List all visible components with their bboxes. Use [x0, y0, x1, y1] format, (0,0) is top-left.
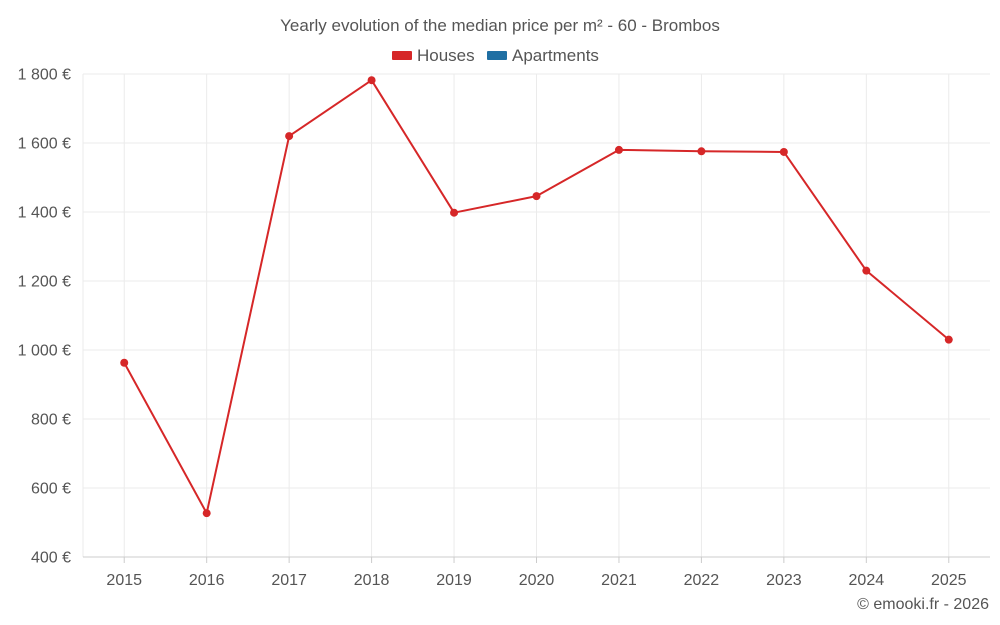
houses-point-2017[interactable]	[285, 132, 294, 141]
legend-item-apartments[interactable]: Apartments	[487, 46, 599, 65]
houses-point-2021[interactable]	[614, 145, 623, 154]
x-tick-label: 2015	[106, 572, 142, 589]
legend-label-houses: Houses	[417, 46, 475, 65]
houses-point-2022[interactable]	[697, 147, 706, 156]
x-tick-label: 2024	[849, 572, 885, 589]
y-tick-label: 1 800 €	[18, 67, 71, 84]
x-tick-label: 2022	[684, 572, 720, 589]
x-tick-label: 2025	[931, 572, 967, 589]
houses-point-2024[interactable]	[862, 266, 871, 275]
houses-point-2015[interactable]	[120, 358, 129, 367]
y-tick-label: 400 €	[31, 550, 71, 567]
houses-point-2016[interactable]	[202, 509, 211, 518]
y-tick-label: 600 €	[31, 481, 71, 498]
houses-point-2023[interactable]	[779, 147, 788, 156]
legend-swatch-apartments	[487, 51, 507, 60]
chart-legend[interactable]: Houses Apartments	[392, 46, 599, 65]
x-tick-label: 2020	[519, 572, 555, 589]
y-tick-label: 800 €	[31, 412, 71, 429]
chart-title: Yearly evolution of the median price per…	[280, 16, 720, 35]
houses-point-2018[interactable]	[367, 76, 376, 85]
x-tick-label: 2023	[766, 572, 802, 589]
y-tick-label: 1 400 €	[18, 205, 71, 222]
legend-item-houses[interactable]: Houses	[392, 46, 475, 65]
x-tick-label: 2019	[436, 572, 472, 589]
chart-credit: © emooki.fr - 2026	[857, 596, 989, 613]
x-tick-label: 2017	[271, 572, 307, 589]
houses-point-2019[interactable]	[450, 208, 459, 217]
houses-point-2025[interactable]	[944, 335, 953, 344]
legend-label-apartments: Apartments	[512, 46, 599, 65]
x-tick-label: 2018	[354, 572, 390, 589]
x-tick-label: 2021	[601, 572, 637, 589]
series-houses	[120, 76, 953, 518]
houses-point-2020[interactable]	[532, 192, 541, 201]
y-axis-ticks: 400 € 600 € 800 € 1 000 € 1 200 € 1 400 € 1 60…	[18, 67, 71, 567]
x-tick-label: 2016	[189, 572, 225, 589]
x-axis-ticks: 2015 2016 2017 2018 2019 2020 2021 2022 2023 2024…	[106, 557, 967, 589]
y-tick-label: 1 600 €	[18, 136, 71, 153]
grid-lines	[82, 73, 990, 557]
y-tick-label: 1 200 €	[18, 274, 71, 291]
legend-swatch-houses	[392, 51, 412, 60]
y-tick-label: 1 000 €	[18, 343, 71, 360]
